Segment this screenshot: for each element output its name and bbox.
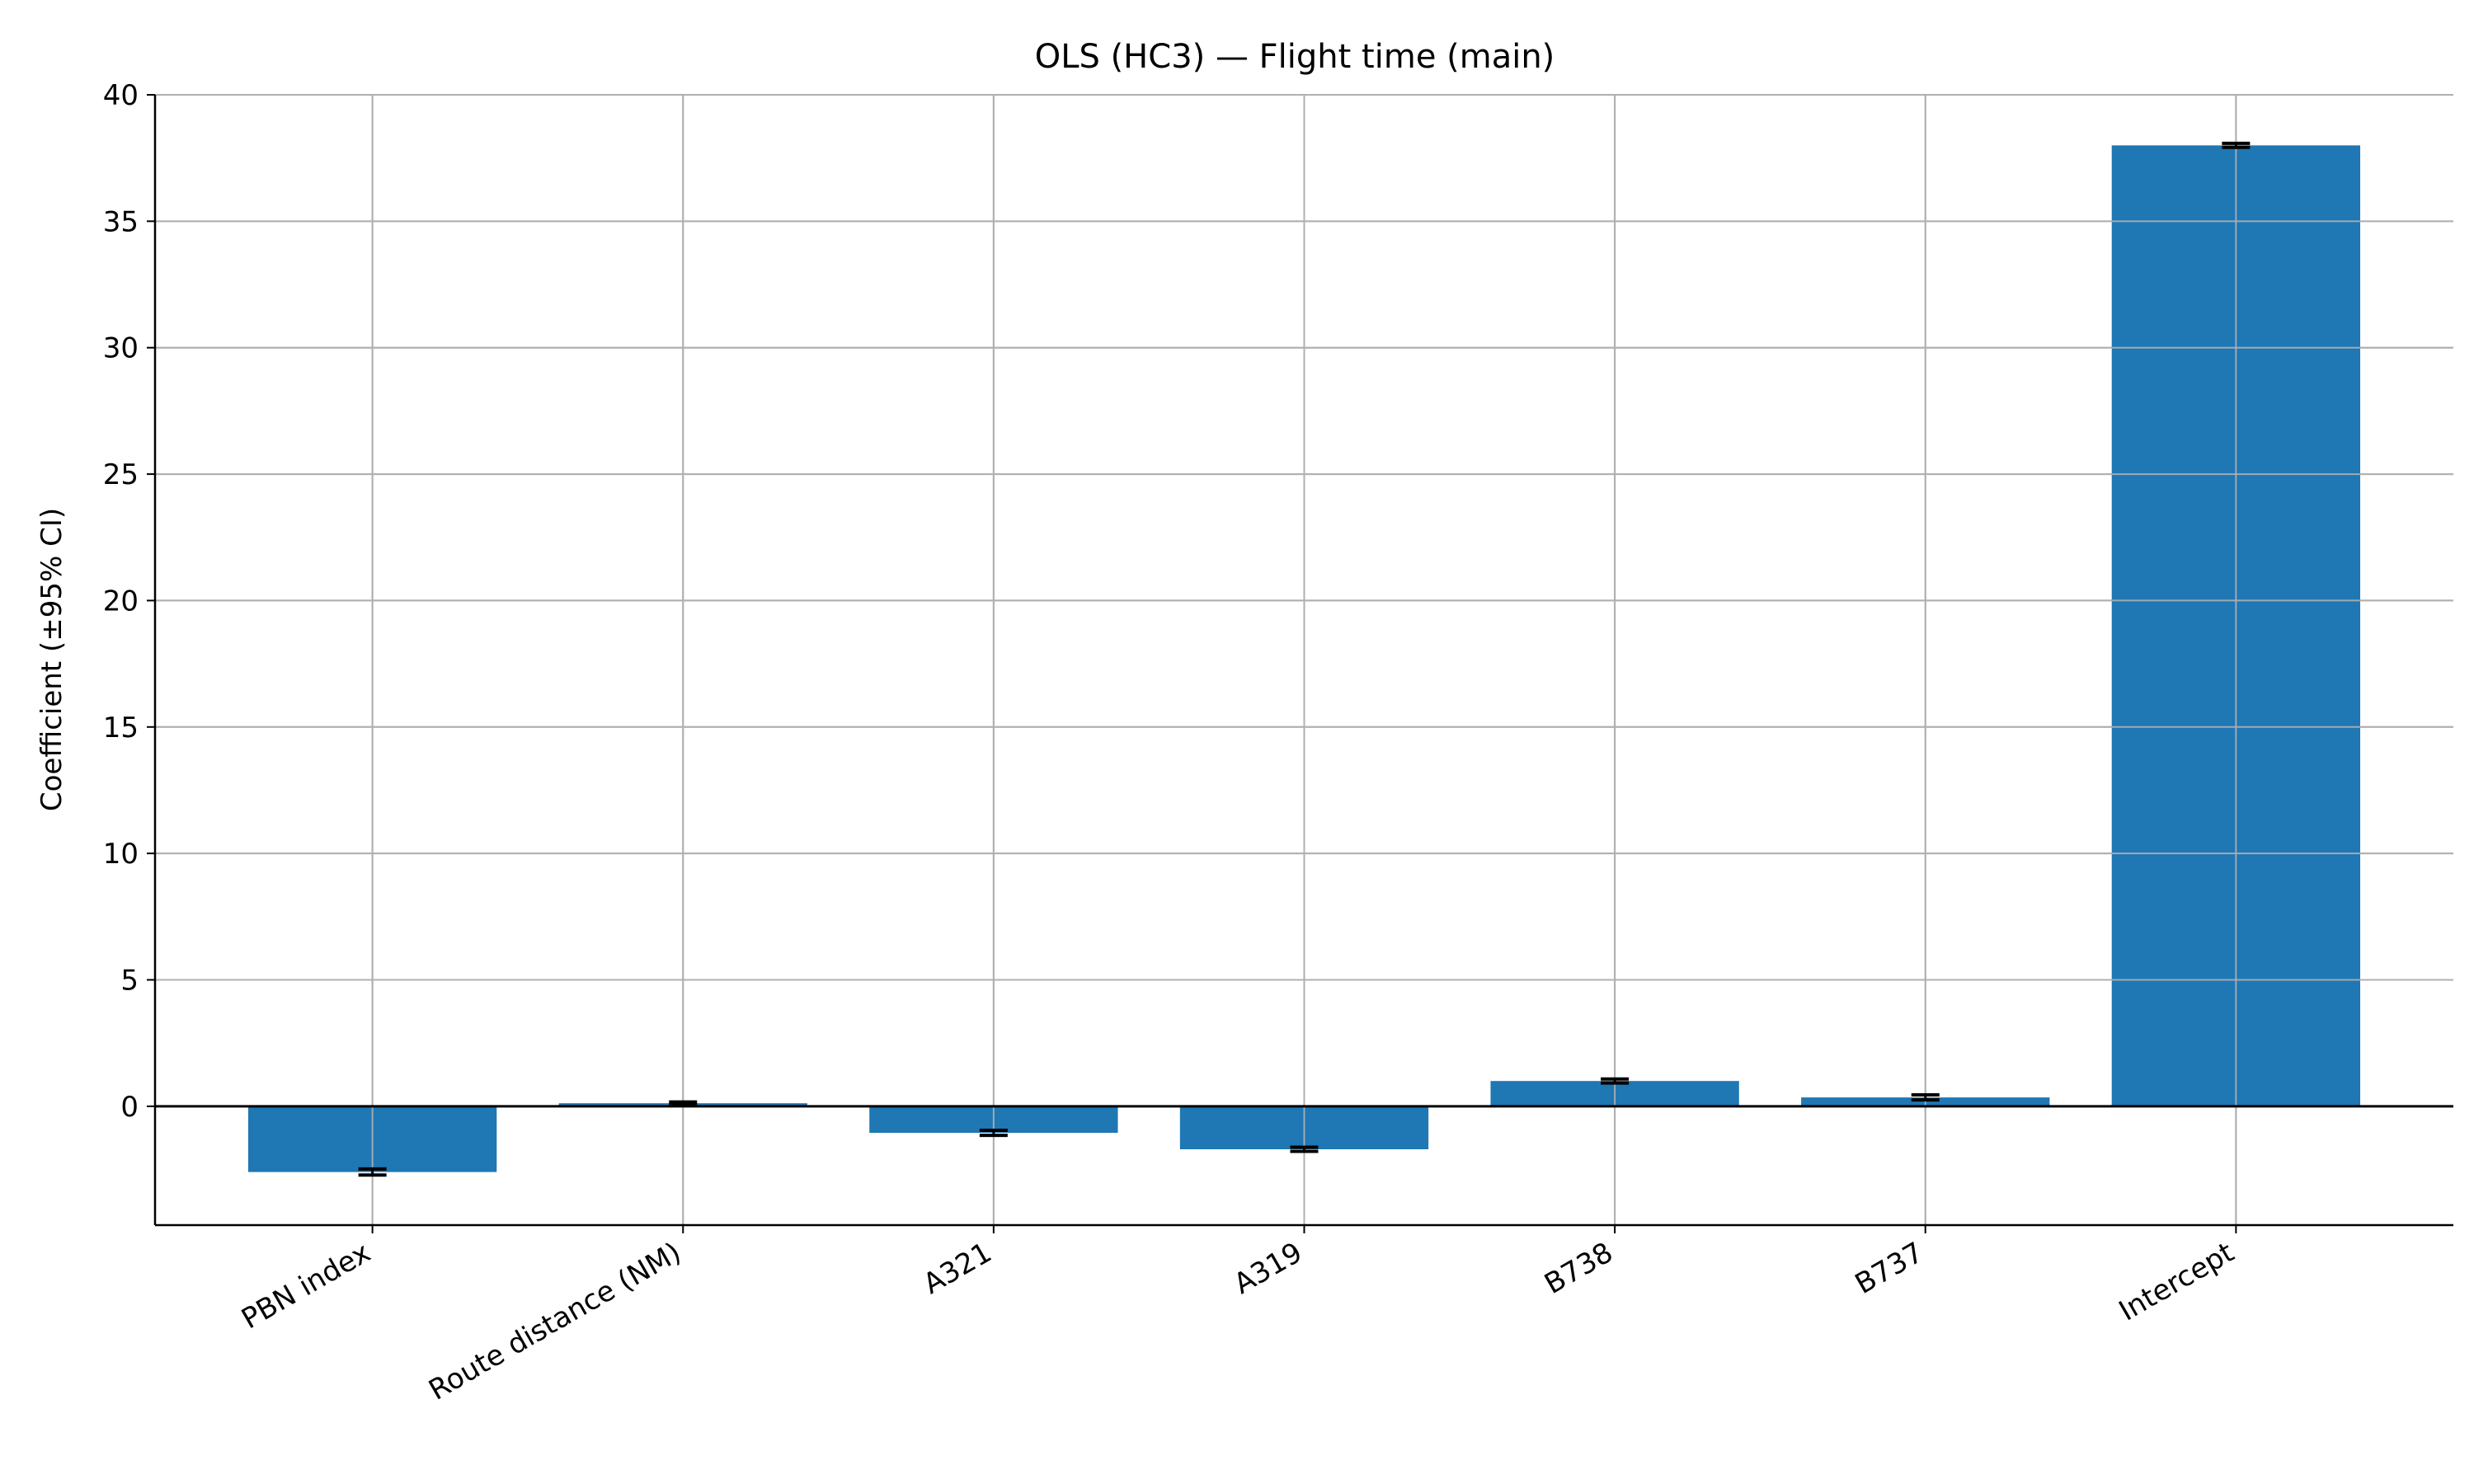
bars-layer	[155, 94, 2453, 1225]
x-tick-label: A321	[918, 1236, 997, 1301]
y-tick-label: 15	[103, 711, 139, 744]
y-tick-label: 10	[103, 838, 139, 871]
y-tick-label: 25	[103, 458, 139, 491]
x-tick-label: A319	[1229, 1236, 1308, 1301]
chart-title: OLS (HC3) — Flight time (main)	[1035, 38, 1555, 76]
x-tick-label: B738	[1539, 1236, 1618, 1301]
y-tick-label: 0	[120, 1091, 139, 1124]
x-tick-labels: PBN index Route distance (NM) A321 A319 B738…	[236, 1236, 2240, 1407]
y-tick-label: 5	[120, 964, 139, 997]
x-tick-label: Intercept	[2114, 1236, 2240, 1327]
y-tick-labels: 0 5 10 15 20 25 30 35 40	[103, 79, 139, 1124]
y-axis-label: Coefficient (±95% CI)	[35, 508, 68, 811]
x-tick-label: Route distance (NM)	[423, 1236, 686, 1407]
x-tick-label: B737	[1850, 1236, 1929, 1301]
y-tick-label: 30	[103, 332, 139, 365]
y-tick-label: 20	[103, 585, 139, 618]
y-tick-label: 40	[103, 79, 139, 112]
axes-layer	[147, 94, 2453, 1233]
x-tick-label: PBN index	[236, 1236, 376, 1336]
errorbars-layer	[358, 141, 2251, 1177]
y-tick-label: 35	[103, 205, 139, 238]
